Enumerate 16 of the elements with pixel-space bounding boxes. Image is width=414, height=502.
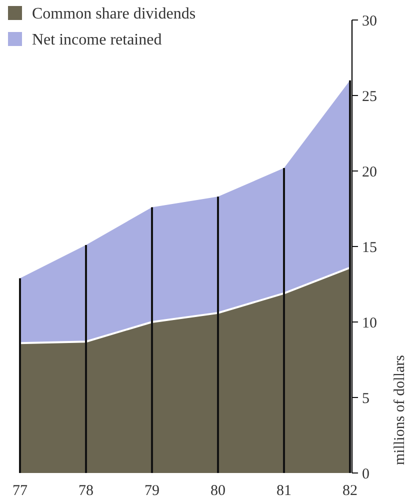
y-axis-title: millions of dollars <box>392 354 408 465</box>
y-tick-label: 15 <box>362 240 377 256</box>
y-tick-label: 0 <box>362 466 370 482</box>
x-tick-label: 77 <box>12 483 28 499</box>
y-tick-label: 20 <box>362 164 377 180</box>
x-tick-label: 82 <box>342 483 358 499</box>
y-tick-label: 10 <box>362 315 377 332</box>
legend-label: Common share dividends <box>32 6 196 23</box>
x-tick-label: 81 <box>276 483 292 499</box>
x-tick-label: 80 <box>210 483 226 499</box>
y-tick-label: 5 <box>362 390 370 407</box>
x-tick-label: 78 <box>78 483 94 499</box>
x-tick-label: 79 <box>144 483 160 499</box>
legend-label: Net income retained <box>32 32 162 49</box>
y-tick-label: 25 <box>362 88 377 105</box>
y-tick-label: 30 <box>362 13 377 30</box>
